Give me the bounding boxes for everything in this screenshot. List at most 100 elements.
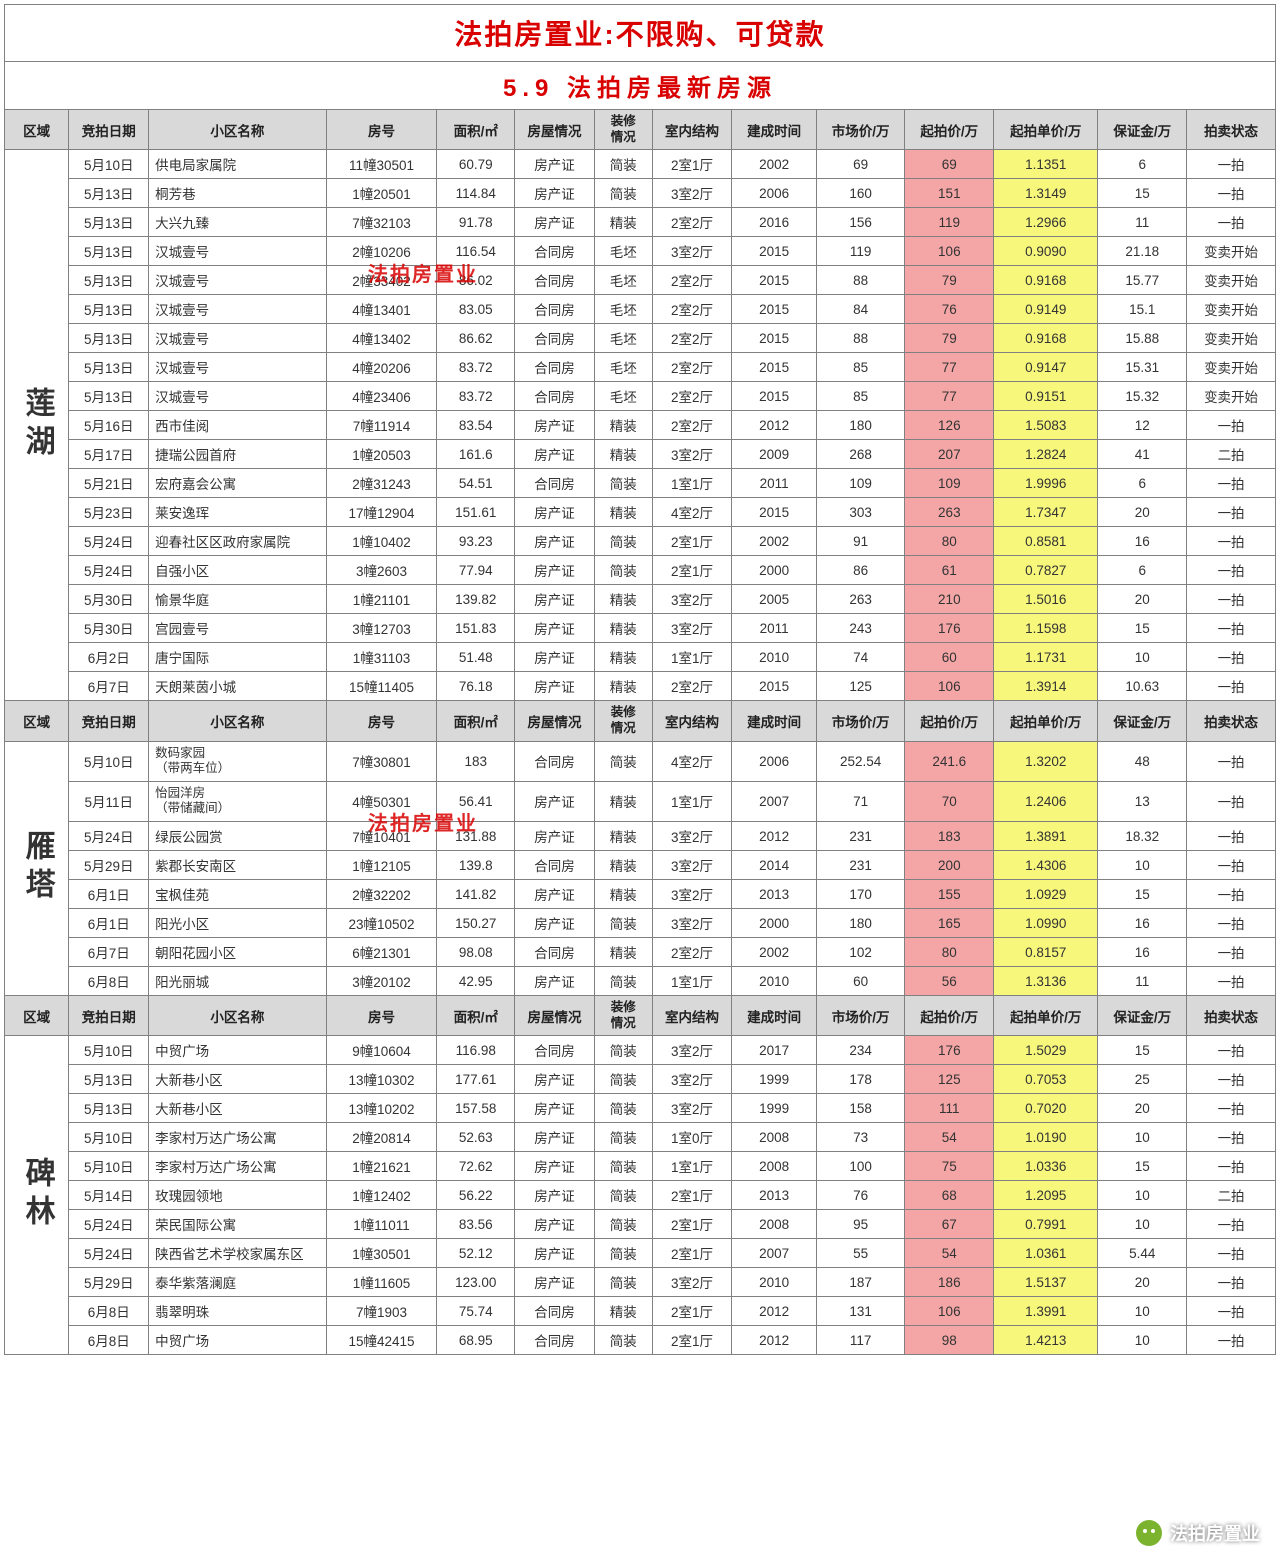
cell-market: 263 — [816, 585, 905, 614]
cell-market: 231 — [816, 851, 905, 880]
cell-start-price: 106 — [905, 1297, 994, 1326]
table-row: 5月24日荣民国际公寓1幢1101183.56房产证简装2室1厅20089567… — [5, 1210, 1276, 1239]
cell-start-price: 106 — [905, 237, 994, 266]
column-header: 房屋情况 — [515, 110, 595, 150]
cell-deposit: 21.18 — [1098, 237, 1187, 266]
cell-deco: 精装 — [594, 1297, 652, 1326]
cell-market: 88 — [816, 266, 905, 295]
cell-unit-price: 0.9168 — [994, 324, 1098, 353]
cell-market: 100 — [816, 1152, 905, 1181]
cell-name: 朝阳花园小区 — [149, 938, 326, 967]
cell-state: 一拍 — [1187, 880, 1276, 909]
cell-unit-price: 0.7827 — [994, 556, 1098, 585]
cell-room: 7幢11914 — [326, 411, 437, 440]
cell-year: 2007 — [732, 1239, 816, 1268]
cell-market: 102 — [816, 938, 905, 967]
cell-state: 变卖开始 — [1187, 295, 1276, 324]
cell-status: 房产证 — [515, 585, 595, 614]
cell-room: 1幢11011 — [326, 1210, 437, 1239]
cell-status: 房产证 — [515, 822, 595, 851]
cell-start-price: 75 — [905, 1152, 994, 1181]
table-row: 5月13日大新巷小区13幢10202157.58房产证简装3室2厅1999158… — [5, 1094, 1276, 1123]
cell-start-price: 70 — [905, 781, 994, 821]
cell-state: 一拍 — [1187, 208, 1276, 237]
column-header: 竞拍日期 — [69, 996, 149, 1036]
cell-state: 一拍 — [1187, 469, 1276, 498]
cell-date: 5月13日 — [69, 382, 149, 411]
cell-date: 5月29日 — [69, 1268, 149, 1297]
cell-name: 宏府嘉会公寓 — [149, 469, 326, 498]
cell-area: 52.63 — [437, 1123, 515, 1152]
cell-room: 9幢10604 — [326, 1036, 437, 1065]
cell-deposit: 13 — [1098, 781, 1187, 821]
cell-status: 房产证 — [515, 440, 595, 469]
cell-state: 一拍 — [1187, 909, 1276, 938]
cell-name: 汉城壹号 — [149, 295, 326, 324]
cell-area: 86.02 — [437, 266, 515, 295]
table-row: 5月29日紫郡长安南区1幢12105139.8合同房精装3室2厅20142312… — [5, 851, 1276, 880]
cell-layout: 3室2厅 — [652, 1036, 732, 1065]
cell-room: 1幢20501 — [326, 179, 437, 208]
cell-year: 2010 — [732, 643, 816, 672]
sub-title: 5.9 法拍房最新房源 — [5, 62, 1276, 110]
cell-room: 15幢42415 — [326, 1326, 437, 1355]
cell-date: 5月13日 — [69, 295, 149, 324]
cell-state: 一拍 — [1187, 643, 1276, 672]
cell-market: 109 — [816, 469, 905, 498]
cell-deco: 毛坯 — [594, 382, 652, 411]
wechat-badge: 法拍房置业 — [1136, 1520, 1260, 1546]
column-header: 装修情况 — [594, 110, 652, 150]
table-row: 5月24日陕西省艺术学校家属东区1幢3050152.12房产证简装2室1厅200… — [5, 1239, 1276, 1268]
cell-start-price: 176 — [905, 614, 994, 643]
cell-name: 桐芳巷 — [149, 179, 326, 208]
cell-deposit: 15 — [1098, 179, 1187, 208]
cell-start-price: 109 — [905, 469, 994, 498]
cell-name: 绿辰公园赏 — [149, 822, 326, 851]
cell-deco: 精装 — [594, 440, 652, 469]
column-header: 保证金/万 — [1098, 701, 1187, 741]
cell-area: 151.61 — [437, 498, 515, 527]
table-row: 6月2日唐宁国际1幢3110351.48房产证精装1室1厅201074601.1… — [5, 643, 1276, 672]
cell-state: 一拍 — [1187, 179, 1276, 208]
cell-name: 汉城壹号 — [149, 266, 326, 295]
cell-layout: 1室0厅 — [652, 1123, 732, 1152]
cell-year: 2015 — [732, 266, 816, 295]
cell-date: 5月10日 — [69, 1152, 149, 1181]
cell-area: 83.72 — [437, 353, 515, 382]
cell-deposit: 10 — [1098, 1181, 1187, 1210]
cell-room: 2幢10206 — [326, 237, 437, 266]
cell-year: 2012 — [732, 1326, 816, 1355]
cell-market: 180 — [816, 411, 905, 440]
cell-deco: 精装 — [594, 498, 652, 527]
cell-start-price: 61 — [905, 556, 994, 585]
cell-year: 2007 — [732, 781, 816, 821]
table-row: 5月14日玫瑰园领地1幢1240256.22房产证简装2室1厅201376681… — [5, 1181, 1276, 1210]
cell-date: 5月23日 — [69, 498, 149, 527]
cell-state: 一拍 — [1187, 1123, 1276, 1152]
cell-start-price: 56 — [905, 967, 994, 996]
cell-market: 74 — [816, 643, 905, 672]
column-header: 建成时间 — [732, 110, 816, 150]
cell-deco: 精装 — [594, 781, 652, 821]
cell-date: 5月30日 — [69, 614, 149, 643]
cell-name: 莱安逸珲 — [149, 498, 326, 527]
cell-deposit: 11 — [1098, 967, 1187, 996]
cell-year: 2015 — [732, 498, 816, 527]
cell-room: 13幢10202 — [326, 1094, 437, 1123]
cell-deco: 精装 — [594, 411, 652, 440]
cell-room: 2幢20814 — [326, 1123, 437, 1152]
cell-room: 7幢10401 — [326, 822, 437, 851]
cell-unit-price: 1.5016 — [994, 585, 1098, 614]
cell-status: 房产证 — [515, 527, 595, 556]
cell-state: 一拍 — [1187, 1152, 1276, 1181]
table-row: 5月21日宏府嘉会公寓2幢3124354.51合同房简装1室1厅20111091… — [5, 469, 1276, 498]
cell-date: 5月13日 — [69, 353, 149, 382]
cell-status: 房产证 — [515, 498, 595, 527]
cell-layout: 2室2厅 — [652, 266, 732, 295]
cell-status: 房产证 — [515, 1152, 595, 1181]
table-row: 6月1日阳光小区23幢10502150.27房产证简装3室2厅200018016… — [5, 909, 1276, 938]
cell-area: 93.23 — [437, 527, 515, 556]
cell-deposit: 6 — [1098, 556, 1187, 585]
column-header: 装修情况 — [594, 996, 652, 1036]
table-row: 5月10日李家村万达广场公寓2幢2081452.63房产证简装1室0厅20087… — [5, 1123, 1276, 1152]
